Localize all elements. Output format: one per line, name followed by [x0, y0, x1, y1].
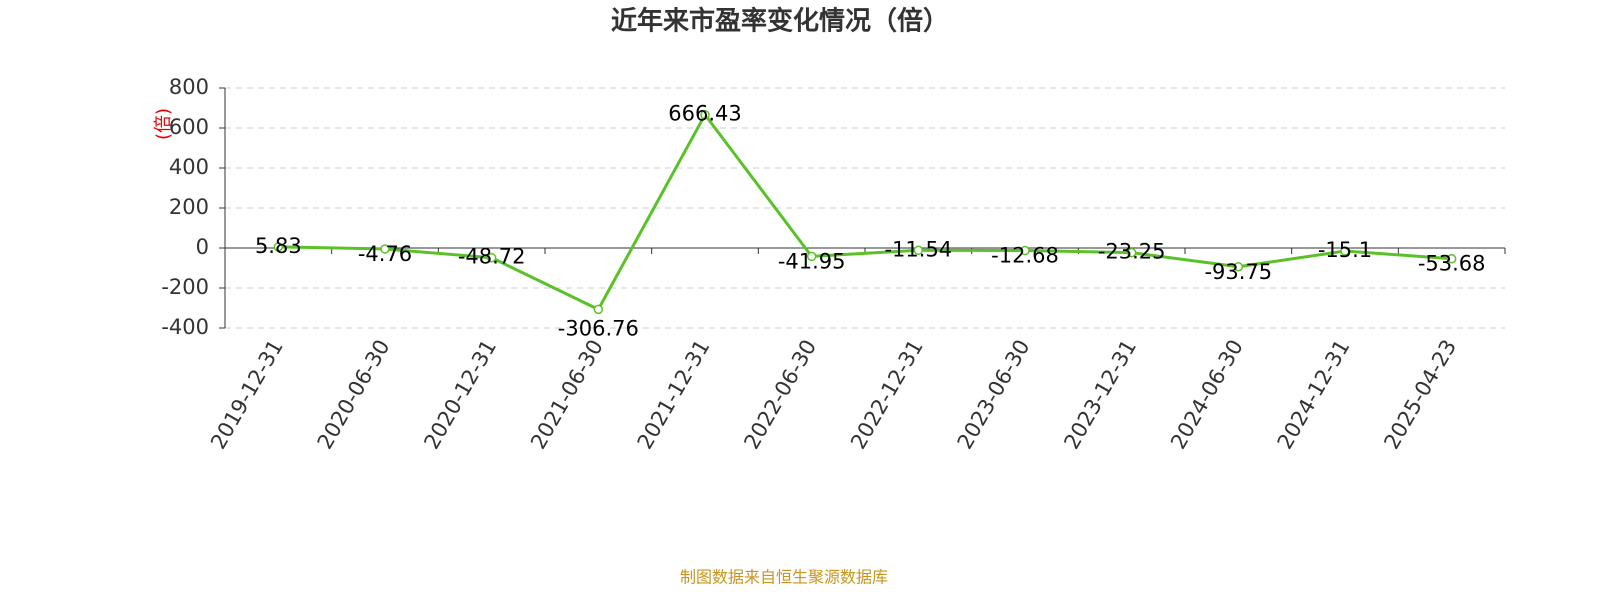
- x-tick-label: 2024-12-31: [1273, 336, 1355, 454]
- data-label: -12.68: [991, 244, 1059, 268]
- data-label: -93.75: [1204, 260, 1272, 284]
- y-tick-label: -200: [161, 275, 209, 299]
- y-tick-label: 200: [169, 195, 209, 219]
- point: [486, 252, 497, 263]
- point: [1340, 246, 1350, 256]
- y-tick-label: -400: [161, 315, 209, 339]
- x-tick-label: 2023-12-31: [1059, 336, 1141, 454]
- x-tick-label: 2022-06-30: [739, 336, 821, 454]
- x-tick-label: 2019-12-31: [206, 336, 288, 454]
- point: [380, 244, 390, 254]
- x-tick-label: 2022-12-31: [846, 335, 928, 453]
- data-label: -4.76: [358, 242, 412, 266]
- point: [1233, 262, 1244, 272]
- data-label: 5.83: [255, 234, 302, 258]
- point: [700, 109, 710, 120]
- y-tick-label: 0: [196, 235, 209, 259]
- x-tick-label: 2020-06-30: [313, 336, 395, 454]
- data-label: -23.25: [1098, 240, 1166, 264]
- x-tick-label: 2021-12-31: [633, 336, 715, 454]
- point: [1126, 247, 1137, 258]
- data-label: -306.76: [558, 316, 639, 340]
- y-tick-label: 400: [169, 155, 209, 179]
- y-tick-label: 600: [169, 115, 209, 139]
- point: [913, 245, 924, 256]
- x-tick-label: 2023-06-30: [953, 336, 1035, 454]
- x-tick-label: 2025-04-23: [1379, 336, 1461, 454]
- y-tick-label: 800: [169, 75, 209, 99]
- data-label: -11.54: [884, 237, 952, 261]
- line: [278, 111, 1452, 312]
- point: [593, 304, 604, 315]
- point: [273, 242, 284, 252]
- data-label: 666.43: [668, 102, 741, 126]
- chart-title: 近年来市盈率变化情况（倍）: [611, 6, 949, 37]
- data-label: -41.95: [778, 249, 846, 273]
- y-axis-label: (倍): [153, 108, 174, 140]
- point: [806, 251, 817, 262]
- source-note: 制图数据来自恒生聚源数据库: [680, 568, 888, 587]
- x-tick-label: 2021-06-30: [526, 336, 608, 454]
- data-label: -15.1: [1318, 238, 1372, 262]
- point: [1446, 253, 1457, 264]
- data-label: -48.72: [458, 245, 526, 269]
- x-tick-label: 2020-12-31: [419, 335, 501, 453]
- point: [1020, 245, 1030, 256]
- data-label: -53.68: [1418, 252, 1486, 276]
- x-tick-label: 2024-06-30: [1166, 336, 1248, 454]
